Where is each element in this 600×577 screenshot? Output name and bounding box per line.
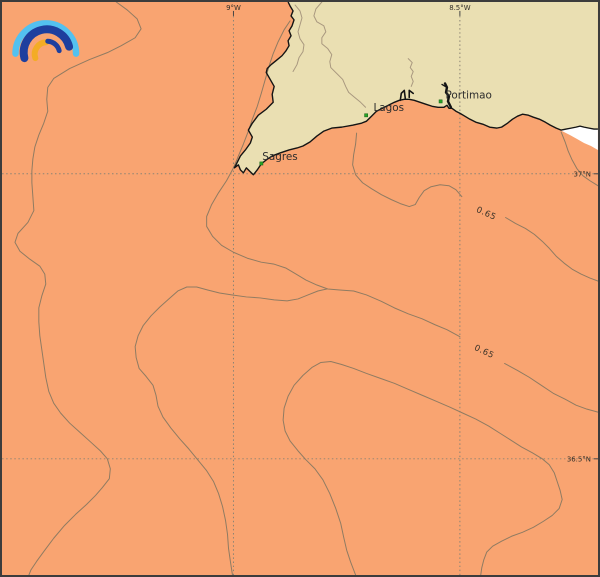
city-label-sagres: Sagres: [262, 151, 297, 163]
logo-arc-small-darkblue: [45, 38, 62, 54]
no-data-region: [556, 126, 598, 150]
contour-line-lagos: [352, 132, 598, 282]
logo-arc-outer-lightblue: [12, 20, 80, 57]
coastline: [233, 2, 598, 176]
contour-line-southeast: [282, 360, 563, 575]
arade-river-fork: [441, 83, 448, 89]
city-marker-portimao: [438, 99, 443, 104]
city-label-portimao: Portimao: [445, 89, 491, 101]
land-region: [234, 2, 598, 175]
city-label-lagos: Lagos: [373, 102, 404, 114]
logo-arc-yellow: [31, 39, 50, 62]
grid-label-8-5w: 8.5°W: [449, 4, 471, 12]
grid-label-9w: 9°W: [226, 4, 241, 12]
river-line: [313, 2, 367, 108]
rainbow-arcs-logo: [12, 20, 80, 63]
grid-label-37n: 37°N: [573, 170, 591, 178]
city-marker-sagres: [259, 161, 264, 166]
river-line: [407, 58, 414, 87]
contour-line-south-loop: [134, 286, 328, 575]
contour-line-east: [560, 131, 598, 187]
river-line: [292, 4, 305, 73]
contour-line-cape: [206, 20, 598, 413]
alvor-estuary: [399, 89, 415, 102]
city-marker-lagos: [364, 113, 368, 118]
logo-arc-darkblue: [19, 25, 74, 63]
contour-line-west: [14, 2, 142, 575]
grid-label-36-5n: 36.5°N: [567, 455, 591, 463]
